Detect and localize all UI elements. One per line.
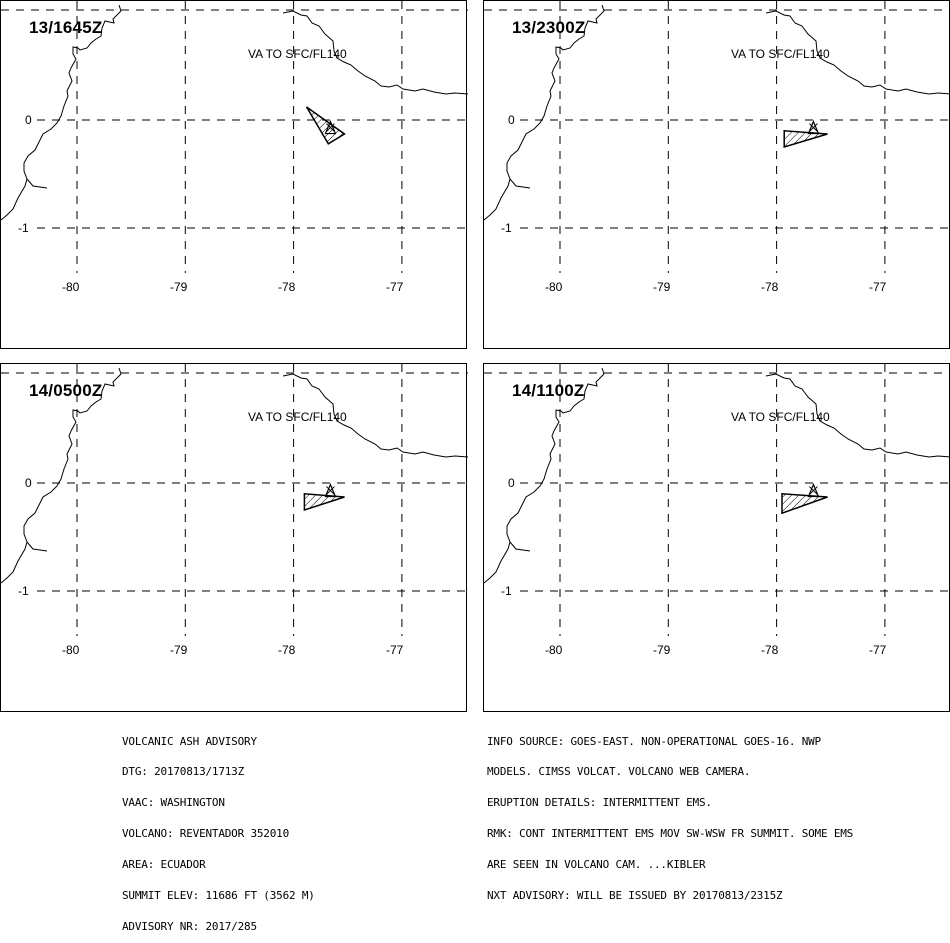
ash-cloud-polygon (305, 106, 346, 145)
lon-label-79: -79 (170, 643, 188, 657)
coastline-spur (509, 541, 531, 552)
coastline-spur (26, 178, 48, 189)
map-panel-1: 13/1645Z VA TO SFC/FL140 0 -1 -80 -79 -7… (0, 0, 468, 349)
lon-label-78: -78 (278, 280, 296, 294)
advisory-line: RMK: CONT INTERMITTENT EMS MOV SW-WSW FR… (487, 827, 854, 841)
advisory-line: VOLCANIC ASH ADVISORY (122, 734, 257, 748)
coastline-tick (601, 4, 605, 12)
ash-cloud-polygon (303, 492, 345, 512)
coastline-west (1, 10, 122, 221)
coastline-east (282, 10, 468, 95)
lon-label-80: -80 (545, 280, 563, 294)
advisory-line: ERUPTION DETAILS: INTERMITTENT EMS. (487, 796, 712, 810)
lat-label-0: 0 (25, 476, 32, 490)
va-height-label: VA TO SFC/FL140 (248, 47, 347, 61)
coastline-west (484, 373, 605, 584)
coastline-west (484, 10, 605, 221)
lon-label-77: -77 (386, 280, 404, 294)
map-panel-2: 13/2300Z VA TO SFC/FL140 0 -1 -80 -79 -7… (483, 0, 950, 349)
advisory-line: VAAC: WASHINGTON (122, 796, 225, 810)
vent-marker-icon (326, 123, 335, 132)
ash-cloud-polygon (783, 129, 828, 149)
vent-marker-icon (809, 486, 818, 495)
va-height-label: VA TO SFC/FL140 (731, 410, 830, 424)
panel-timestamp: 14/0500Z (29, 381, 103, 400)
lat-label-minus1: -1 (18, 584, 29, 598)
advisory-line: ADVISORY NR: 2017/285 (122, 919, 257, 933)
lon-label-78: -78 (278, 643, 296, 657)
lon-label-80: -80 (545, 643, 563, 657)
advisory-line: SUMMIT ELEV: 11686 FT (3562 M) (122, 889, 315, 903)
advisory-text-right: INFO SOURCE: GOES-EAST. NON-OPERATIONAL … (487, 716, 853, 912)
panel-timestamp: 14/1100Z (512, 381, 585, 400)
lat-label-0: 0 (25, 113, 32, 127)
advisory-line: DTG: 20170813/1713Z (122, 765, 245, 779)
map-canvas (1, 1, 468, 273)
lon-label-78: -78 (761, 280, 779, 294)
panel-timestamp: 13/2300Z (512, 18, 586, 37)
vent-marker-icon (326, 486, 335, 495)
coastline-tick (118, 367, 122, 375)
lon-label-77: -77 (386, 643, 404, 657)
advisory-text-left: VOLCANIC ASH ADVISORY DTG: 20170813/1713… (122, 716, 315, 943)
ash-cloud-polygon (781, 492, 828, 515)
map-canvas (484, 364, 950, 636)
va-height-label: VA TO SFC/FL140 (731, 47, 830, 61)
va-height-label: VA TO SFC/FL140 (248, 410, 347, 424)
coastline-tick (601, 367, 605, 375)
advisory-line: NXT ADVISORY: WILL BE ISSUED BY 20170813… (487, 889, 783, 903)
lat-label-0: 0 (508, 476, 515, 490)
advisory-line: ARE SEEN IN VOLCANO CAM. ...KIBLER (487, 858, 706, 872)
coastline-spur (509, 178, 531, 189)
lon-label-77: -77 (869, 643, 887, 657)
panel-timestamp: 13/1645Z (29, 18, 103, 37)
lon-label-79: -79 (653, 643, 671, 657)
coastline-west (1, 373, 122, 584)
map-canvas (484, 1, 950, 273)
vent-marker-icon (809, 123, 818, 132)
lat-label-minus1: -1 (501, 221, 512, 235)
advisory-line: VOLCANO: REVENTADOR 352010 (122, 827, 289, 841)
advisory-line: INFO SOURCE: GOES-EAST. NON-OPERATIONAL … (487, 734, 821, 748)
lat-label-minus1: -1 (18, 221, 29, 235)
lat-label-0: 0 (508, 113, 515, 127)
advisory-line: AREA: ECUADOR (122, 858, 206, 872)
advisory-line: MODELS. CIMSS VOLCAT. VOLCANO WEB CAMERA… (487, 765, 751, 779)
map-panel-3: 14/0500Z VA TO SFC/FL140 0 -1 -80 -79 -7… (0, 363, 468, 712)
coastline-east (282, 373, 468, 458)
map-canvas (1, 364, 468, 636)
lon-label-78: -78 (761, 643, 779, 657)
lon-label-79: -79 (170, 280, 188, 294)
coastline-tick (118, 4, 122, 12)
lon-label-79: -79 (653, 280, 671, 294)
lon-label-77: -77 (869, 280, 887, 294)
coastline-east (765, 10, 950, 95)
lon-label-80: -80 (62, 280, 80, 294)
lon-label-80: -80 (62, 643, 80, 657)
coastline-spur (26, 541, 48, 552)
coastline-east (765, 373, 950, 458)
lat-label-minus1: -1 (501, 584, 512, 598)
map-panel-4: 14/1100Z VA TO SFC/FL140 0 -1 -80 -79 -7… (483, 363, 950, 712)
